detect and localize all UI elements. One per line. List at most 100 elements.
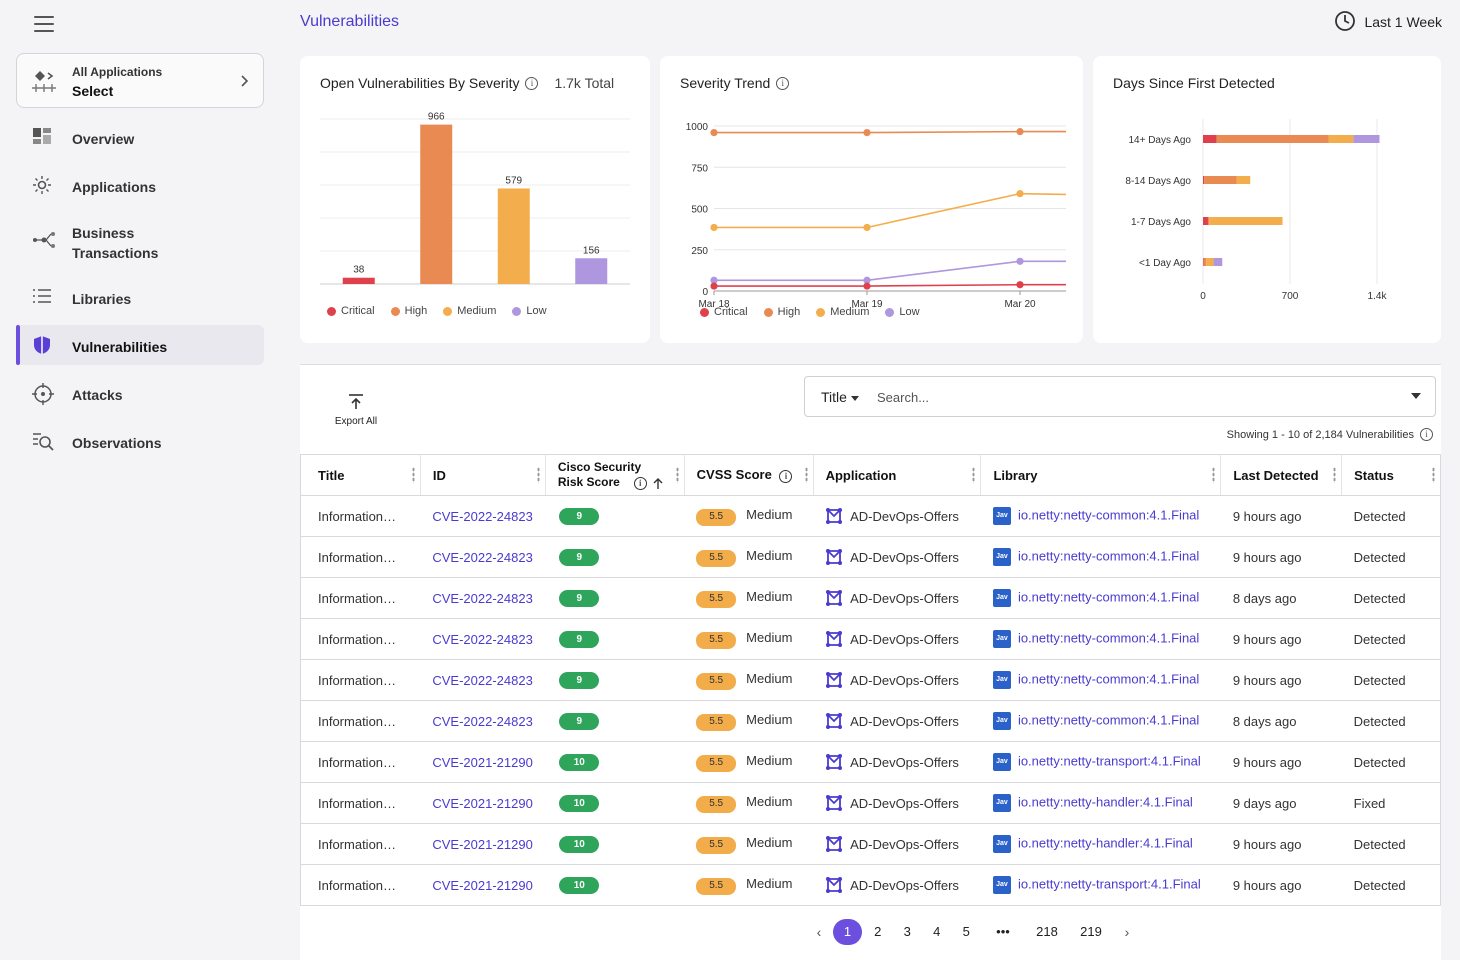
vulnerability-id-link[interactable]: CVE-2021-21290 bbox=[432, 795, 533, 811]
search-dropdown-toggle[interactable] bbox=[1411, 393, 1421, 399]
page-button[interactable]: 219 bbox=[1080, 924, 1102, 939]
table-row[interactable]: Information… CVE-2021-21290 10 5.5 Medium AD-… bbox=[300, 864, 1441, 906]
nav-item-business-transactions[interactable]: Business Transactions bbox=[16, 211, 264, 269]
column-header-library[interactable]: Library bbox=[980, 454, 1221, 496]
library-link[interactable]: io.netty:netty-common:4.1.Final bbox=[1017, 712, 1200, 728]
nav-item-libraries[interactable]: Libraries bbox=[16, 277, 264, 317]
library-link[interactable]: io.netty:netty-common:4.1.Final bbox=[1017, 630, 1200, 646]
vulnerability-title[interactable]: Information… bbox=[318, 549, 397, 565]
page-button[interactable]: 1 bbox=[833, 919, 862, 945]
application-selector[interactable]: All Applications Select bbox=[16, 53, 264, 108]
column-resize-handle[interactable] bbox=[536, 467, 540, 483]
application-name[interactable]: AD-DevOps-Offers bbox=[850, 631, 959, 647]
library-link[interactable]: io.netty:netty-handler:4.1.Final bbox=[1017, 835, 1193, 851]
sort-ascending-icon[interactable] bbox=[653, 477, 663, 490]
table-row[interactable]: Information… CVE-2022-24823 9 5.5 Medium AD-D… bbox=[300, 577, 1441, 619]
column-resize-handle[interactable] bbox=[1212, 467, 1216, 483]
vulnerability-id-link[interactable]: CVE-2022-24823 bbox=[432, 549, 533, 565]
column-header-cvss[interactable]: CVSS Score i bbox=[683, 454, 814, 496]
table-row[interactable]: Information… CVE-2021-21290 10 5.5 Medium AD-… bbox=[300, 741, 1441, 783]
application-name[interactable]: AD-DevOps-Offers bbox=[850, 672, 959, 688]
column-resize-handle[interactable] bbox=[411, 467, 415, 483]
table-row[interactable]: Information… CVE-2021-21290 10 5.5 Medium AD-… bbox=[300, 782, 1441, 824]
vulnerability-id-link[interactable]: CVE-2021-21290 bbox=[432, 754, 533, 770]
info-icon[interactable]: i bbox=[525, 76, 539, 90]
vulnerability-title[interactable]: Information… bbox=[318, 672, 397, 688]
menu-icon[interactable] bbox=[34, 16, 54, 32]
library-link[interactable]: io.netty:netty-transport:4.1.Final bbox=[1017, 876, 1201, 892]
column-header-status[interactable]: Status bbox=[1341, 454, 1441, 496]
nav-item-overview[interactable]: Overview bbox=[16, 117, 264, 157]
application-name[interactable]: AD-DevOps-Offers bbox=[850, 549, 959, 565]
page-button[interactable]: 2 bbox=[874, 924, 882, 939]
table-row[interactable]: Information… CVE-2022-24823 9 5.5 Medium AD-D… bbox=[300, 536, 1441, 578]
column-resize-handle[interactable] bbox=[804, 467, 808, 483]
table-row[interactable]: Information… CVE-2022-24823 9 5.5 Medium AD-D… bbox=[300, 495, 1441, 537]
application-name[interactable]: AD-DevOps-Offers bbox=[850, 836, 959, 852]
application-name[interactable]: AD-DevOps-Offers bbox=[850, 795, 959, 811]
cell-last-detected: 9 hours ago bbox=[1220, 495, 1342, 537]
page-button[interactable]: 218 bbox=[1036, 924, 1058, 939]
vulnerability-title[interactable]: Information… bbox=[318, 795, 397, 811]
vulnerability-id-link[interactable]: CVE-2021-21290 bbox=[432, 836, 533, 852]
library-link[interactable]: io.netty:netty-transport:4.1.Final bbox=[1017, 753, 1201, 769]
previous-page-icon[interactable]: ‹ bbox=[816, 924, 822, 940]
column-header-id[interactable]: ID bbox=[419, 454, 546, 496]
page-ellipsis[interactable]: ••• bbox=[996, 924, 1010, 939]
table-row[interactable]: Information… CVE-2022-24823 9 5.5 Medium AD-D… bbox=[300, 659, 1441, 701]
library-link[interactable]: io.netty:netty-common:4.1.Final bbox=[1017, 548, 1200, 564]
vulnerability-id-link[interactable]: CVE-2022-24823 bbox=[432, 672, 533, 688]
vulnerability-title[interactable]: Information… bbox=[318, 836, 397, 852]
library-link[interactable]: io.netty:netty-handler:4.1.Final bbox=[1017, 794, 1193, 810]
column-resize-handle[interactable] bbox=[1333, 467, 1337, 483]
column-header-title[interactable]: Title bbox=[300, 454, 421, 496]
info-icon[interactable]: i bbox=[779, 470, 793, 483]
vulnerability-title[interactable]: Information… bbox=[318, 508, 397, 524]
vulnerability-title[interactable]: Information… bbox=[318, 713, 397, 729]
vulnerability-title[interactable]: Information… bbox=[318, 754, 397, 770]
column-resize-handle[interactable] bbox=[1432, 467, 1435, 483]
column-header-application[interactable]: Application bbox=[812, 454, 981, 496]
table-row[interactable]: Information… CVE-2021-21290 10 5.5 Medium AD-… bbox=[300, 823, 1441, 865]
page-button[interactable]: 5 bbox=[962, 924, 970, 939]
column-header-last-detected[interactable]: Last Detected bbox=[1220, 454, 1342, 496]
library-link[interactable]: io.netty:netty-common:4.1.Final bbox=[1017, 589, 1200, 605]
search-input[interactable] bbox=[877, 386, 1397, 408]
nav-item-vulnerabilities[interactable]: Vulnerabilities bbox=[16, 325, 264, 365]
application-name[interactable]: AD-DevOps-Offers bbox=[850, 590, 959, 606]
info-icon[interactable]: i bbox=[776, 76, 790, 90]
table-row[interactable]: Information… CVE-2022-24823 9 5.5 Medium AD-D… bbox=[300, 618, 1441, 660]
nav-item-attacks[interactable]: Attacks bbox=[16, 373, 264, 413]
application-name[interactable]: AD-DevOps-Offers bbox=[850, 754, 959, 770]
application-name[interactable]: AD-DevOps-Offers bbox=[850, 877, 959, 893]
nav-item-observations[interactable]: Observations bbox=[16, 421, 264, 461]
info-icon[interactable]: i bbox=[1420, 428, 1433, 441]
vulnerability-id-link[interactable]: CVE-2022-24823 bbox=[432, 631, 533, 647]
vulnerability-title[interactable]: Information… bbox=[318, 631, 397, 647]
column-header-risk-score[interactable]: Cisco Security Risk Score i bbox=[544, 454, 685, 496]
vulnerability-id-link[interactable]: CVE-2022-24823 bbox=[432, 590, 533, 606]
application-name[interactable]: AD-DevOps-Offers bbox=[850, 713, 959, 729]
vulnerability-id-link[interactable]: CVE-2022-24823 bbox=[432, 508, 533, 524]
column-resize-handle[interactable] bbox=[972, 467, 976, 483]
vulnerability-title[interactable]: Information… bbox=[318, 590, 397, 606]
vulnerability-id-link[interactable]: CVE-2021-21290 bbox=[432, 877, 533, 893]
export-all-button[interactable]: Export All bbox=[333, 393, 379, 427]
page-button[interactable]: 4 bbox=[933, 924, 941, 939]
page-button[interactable]: 3 bbox=[903, 924, 911, 939]
application-name[interactable]: AD-DevOps-Offers bbox=[850, 508, 959, 524]
next-page-icon[interactable]: › bbox=[1124, 924, 1130, 940]
info-icon[interactable]: i bbox=[633, 477, 647, 490]
time-range-selector[interactable]: Last 1 Week bbox=[1334, 10, 1442, 33]
column-resize-handle[interactable] bbox=[675, 467, 679, 483]
library-link[interactable]: io.netty:netty-common:4.1.Final bbox=[1017, 507, 1200, 523]
vulnerability-title[interactable]: Information… bbox=[318, 877, 397, 893]
library-link[interactable]: io.netty:netty-common:4.1.Final bbox=[1017, 671, 1200, 687]
cell-status: Detected bbox=[1341, 495, 1441, 537]
vulnerability-id-link[interactable]: CVE-2022-24823 bbox=[432, 713, 533, 729]
search-scope-dropdown[interactable]: Title bbox=[821, 389, 859, 405]
legend-dot bbox=[885, 307, 895, 317]
nav-item-applications[interactable]: Applications bbox=[16, 165, 264, 205]
cell-risk: 9 bbox=[545, 495, 685, 537]
table-row[interactable]: Information… CVE-2022-24823 9 5.5 Medium AD-D… bbox=[300, 700, 1441, 742]
